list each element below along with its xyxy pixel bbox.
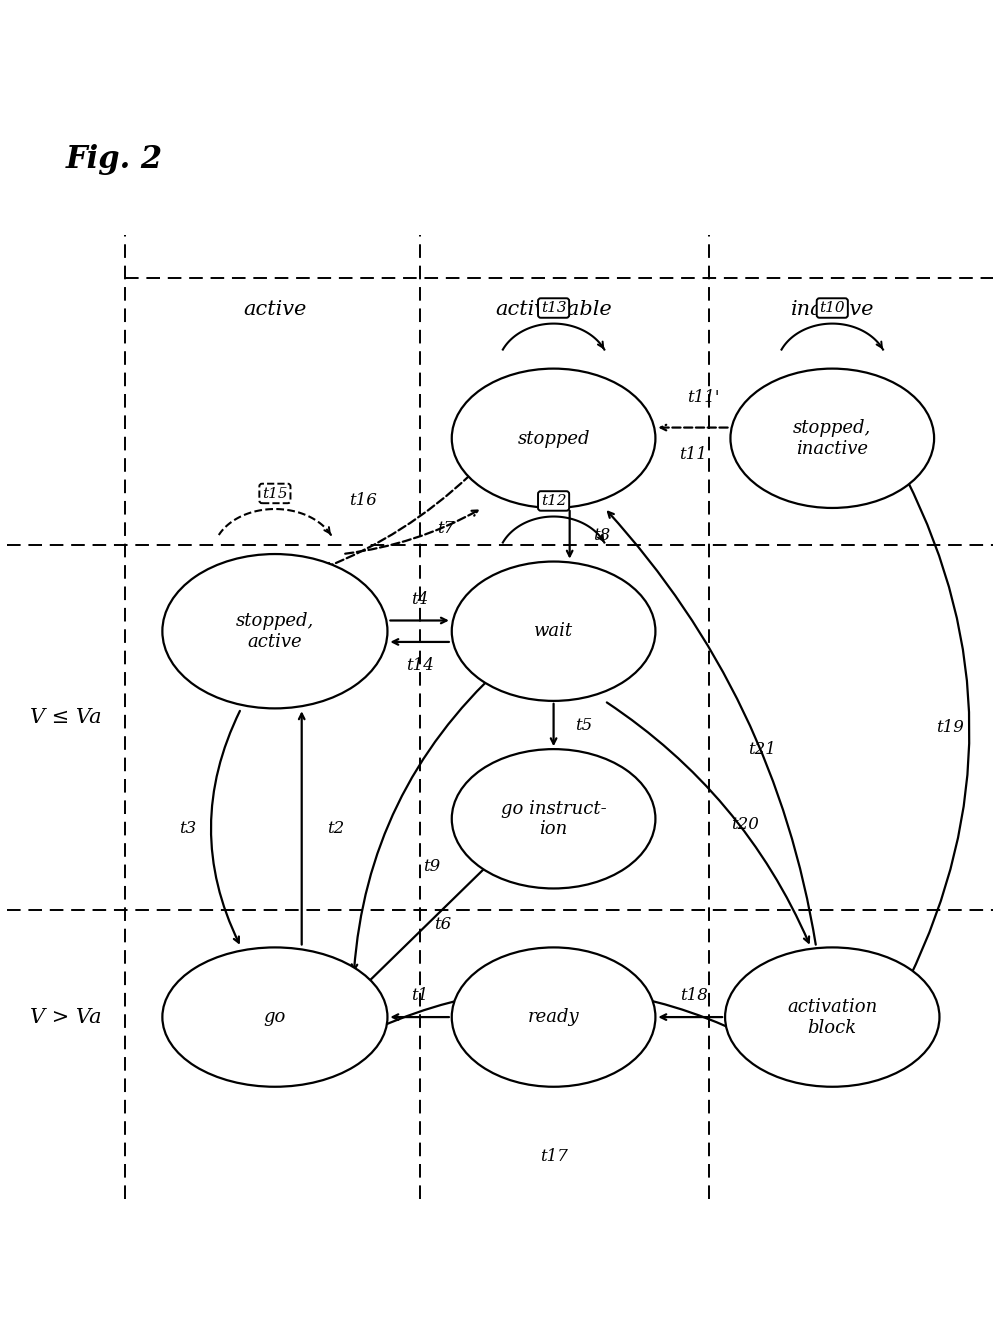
Text: stopped,
inactive: stopped, inactive	[793, 419, 871, 458]
Text: t1: t1	[411, 987, 428, 1005]
Text: t5: t5	[575, 717, 592, 734]
Ellipse shape	[730, 369, 934, 508]
Text: t10: t10	[819, 301, 845, 316]
Text: V ≤ Va: V ≤ Va	[30, 707, 102, 727]
Text: stopped,
active: stopped, active	[236, 612, 314, 650]
Text: t14: t14	[406, 657, 434, 674]
Text: go instruct-
ion: go instruct- ion	[501, 799, 606, 839]
Ellipse shape	[452, 750, 655, 889]
Text: inactive: inactive	[791, 300, 874, 320]
Ellipse shape	[452, 561, 655, 701]
Text: t15: t15	[262, 487, 288, 500]
Text: t8: t8	[593, 527, 610, 543]
Text: t21: t21	[748, 742, 776, 758]
Text: t2: t2	[327, 820, 345, 836]
Text: t11: t11	[679, 446, 707, 463]
Text: Fig. 2: Fig. 2	[66, 145, 163, 175]
Text: t20: t20	[731, 816, 759, 833]
Text: wait: wait	[534, 622, 573, 641]
Text: t17: t17	[540, 1148, 568, 1165]
Text: t6: t6	[434, 916, 452, 933]
Text: t9: t9	[423, 857, 440, 874]
Ellipse shape	[452, 369, 655, 508]
Text: t18: t18	[680, 987, 708, 1005]
Text: t12: t12	[541, 494, 566, 508]
Ellipse shape	[452, 947, 655, 1087]
Ellipse shape	[725, 947, 939, 1087]
Ellipse shape	[162, 555, 387, 709]
Text: go: go	[264, 1009, 286, 1026]
Text: t3: t3	[179, 820, 196, 836]
Text: t11': t11'	[687, 389, 720, 406]
Text: t16: t16	[349, 492, 377, 510]
Text: V > Va: V > Va	[30, 1007, 102, 1027]
Text: stopped: stopped	[517, 430, 590, 447]
Ellipse shape	[162, 947, 387, 1087]
Text: t7: t7	[438, 520, 455, 537]
Text: t13: t13	[541, 301, 566, 316]
Text: activatable: activatable	[495, 300, 612, 320]
Text: t19: t19	[937, 719, 964, 736]
Text: t4: t4	[411, 591, 428, 608]
Text: active: active	[243, 300, 307, 320]
Text: ready: ready	[528, 1009, 579, 1026]
Text: activation
block: activation block	[787, 998, 877, 1036]
